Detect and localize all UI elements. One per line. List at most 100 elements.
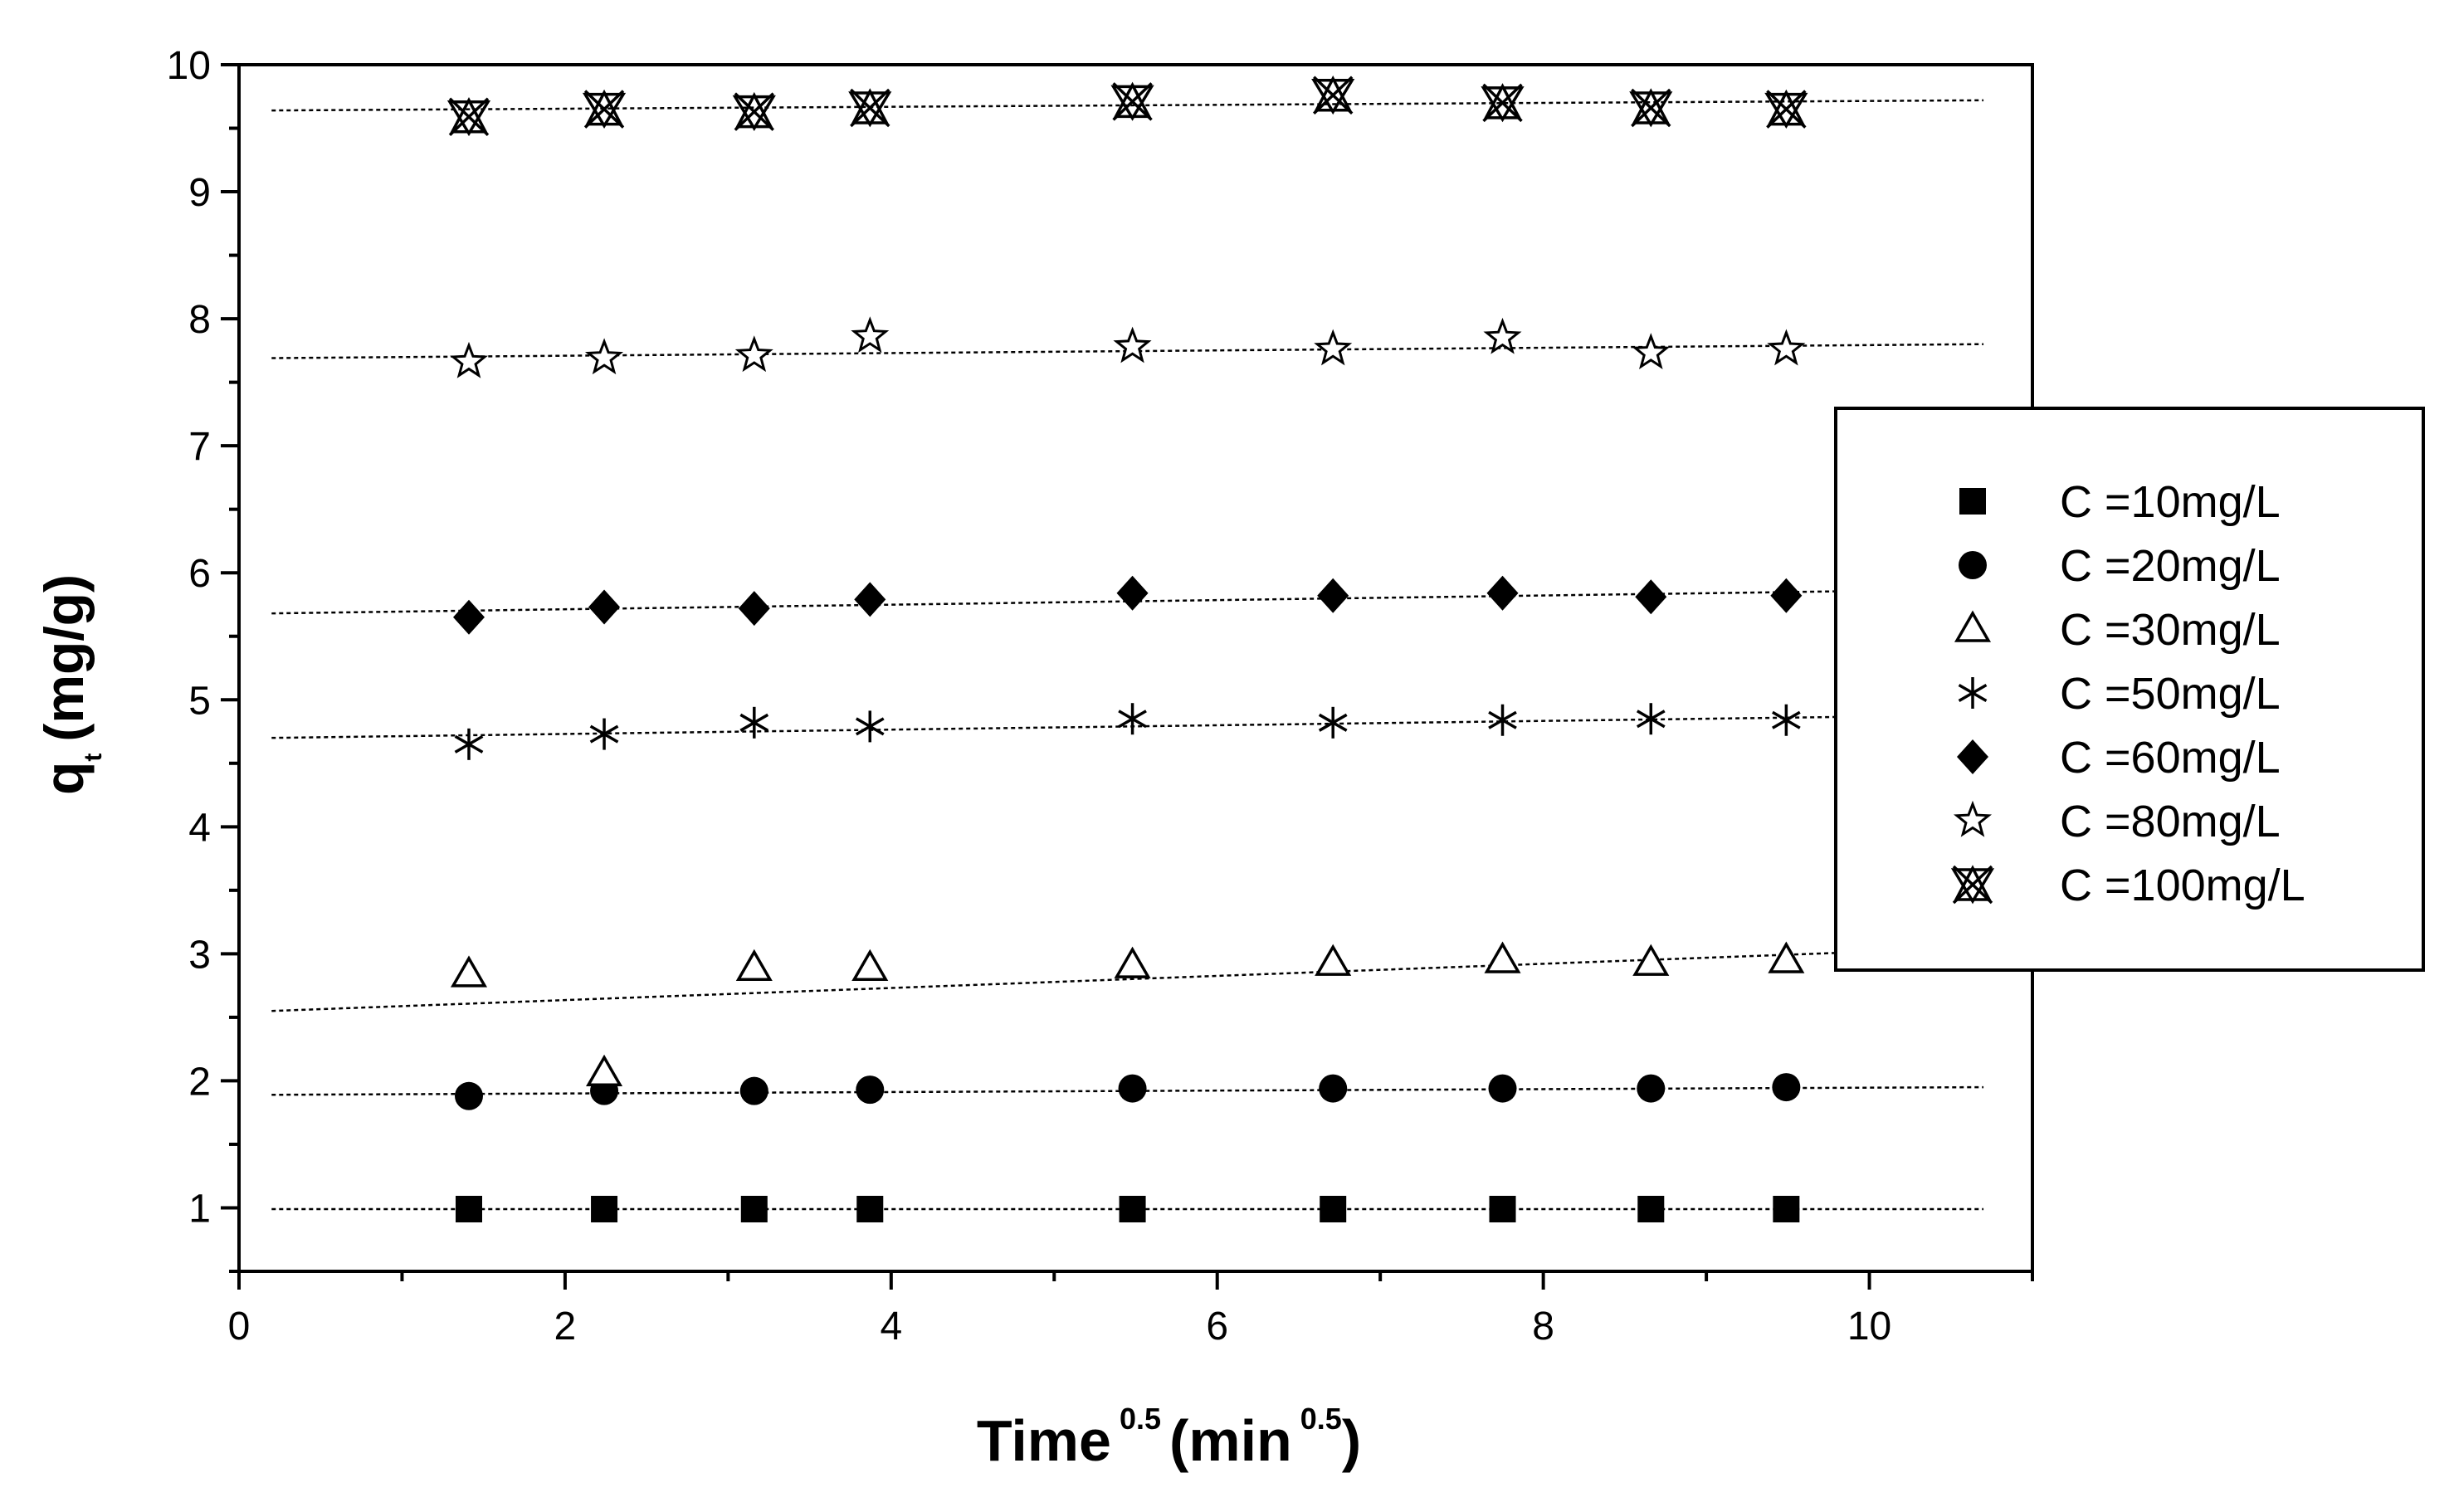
asterisk-stroke: [1488, 710, 1517, 729]
data-point: [456, 1196, 483, 1223]
x-tick-label: 6: [1206, 1305, 1228, 1349]
square-marker: [1773, 1196, 1800, 1223]
legend-label: C =100mg/L: [2060, 861, 2305, 910]
data-point: [1118, 703, 1147, 735]
triangle-marker: [1954, 610, 1992, 642]
legend-label: C =60mg/L: [2060, 733, 2281, 783]
diamond-marker: [1317, 578, 1349, 613]
x-axis-title-xlabel-close: ): [1342, 1408, 1361, 1473]
square-marker: [856, 1196, 884, 1223]
asterisk-stroke: [1772, 710, 1801, 729]
data-point: [446, 96, 491, 137]
data-point: [1311, 75, 1355, 115]
triangle-marker: [1114, 946, 1151, 978]
series-1: [271, 1196, 1984, 1223]
legend: C =10mg/L C =20mg/L C =30mg/L C =50mg/L C =6…: [1834, 407, 2425, 972]
data-point: [1635, 579, 1667, 615]
y-axis-title-text: qt (mg/g): [33, 574, 107, 795]
data-point: [854, 582, 886, 617]
data-point: [1767, 329, 1806, 366]
data-point: [1488, 1074, 1517, 1103]
circle-marker: [1319, 1074, 1348, 1103]
data-point: [1484, 941, 1521, 973]
legend-label: C =20mg/L: [2060, 541, 2281, 591]
star-marker: [584, 338, 624, 375]
triangle-up-marker: [585, 89, 623, 126]
circle-marker: [856, 1075, 885, 1105]
data-point: [1483, 317, 1522, 354]
square-marker: [591, 1196, 618, 1223]
cross-stroke: [1112, 82, 1153, 121]
asterisk-stroke: [454, 734, 484, 754]
cross-stroke: [1631, 88, 1671, 128]
series-3: [271, 941, 1984, 1086]
legend-label: C =10mg/L: [2060, 477, 2281, 527]
diamond-marker: [1635, 579, 1667, 615]
legend-marker: [1950, 865, 1995, 905]
diamond-marker: [453, 599, 485, 635]
fit-line: [271, 588, 1984, 615]
y-axis-title: qt (mg/g): [33, 574, 107, 795]
data-point: [1637, 1074, 1666, 1103]
star-marker: [449, 341, 489, 378]
triangle-up-marker: [734, 91, 773, 129]
circle-marker: [739, 1076, 768, 1105]
data-point: [1317, 578, 1349, 613]
y-tick-label: 9: [188, 171, 211, 215]
star-marker: [1767, 329, 1806, 366]
asterisk-stroke: [1958, 683, 1988, 703]
circle-marker: [1959, 551, 1987, 579]
x-tick-label: 2: [554, 1305, 577, 1349]
star-marker: [1953, 800, 1993, 837]
triangle-marker: [586, 1054, 623, 1086]
star-marker: [1632, 333, 1671, 370]
data-point: [1113, 326, 1152, 363]
data-point: [848, 88, 892, 128]
square-marker: [1489, 1196, 1516, 1223]
fit-line: [271, 343, 1984, 359]
data-point: [453, 599, 485, 635]
x-tick-label: 10: [1847, 1305, 1891, 1349]
y-tick-label: 5: [188, 679, 211, 723]
circle-marker: [1118, 1074, 1147, 1103]
cross-stroke: [1482, 83, 1523, 123]
data-point: [449, 341, 489, 378]
asterisk-stroke: [1118, 710, 1147, 729]
triangle-up-marker: [1632, 88, 1671, 124]
fit-line: [271, 99, 1984, 112]
square-marker: [1959, 488, 1986, 515]
data-point: [1768, 941, 1805, 973]
series-2: [271, 1073, 1984, 1110]
star-marker: [1113, 326, 1152, 363]
data-point: [740, 1196, 768, 1223]
y-axis-title-ylabel-main: q: [33, 762, 95, 795]
data-point: [735, 949, 773, 981]
legend-box: [1834, 407, 2425, 972]
data-point: [851, 949, 889, 981]
legend-label: C =80mg/L: [2060, 797, 2281, 846]
series-6: [271, 316, 1984, 378]
triangle-up-marker: [1767, 89, 1806, 126]
y-tick-label: 1: [188, 1187, 211, 1231]
asterisk-stroke: [1636, 710, 1666, 729]
circle-marker: [455, 1081, 484, 1110]
data-point: [454, 728, 484, 760]
cross-stroke: [734, 92, 775, 131]
y-tick-label: 3: [188, 933, 211, 977]
data-point: [1315, 944, 1352, 976]
triangle-marker: [735, 949, 773, 981]
square-marker: [1320, 1196, 1347, 1223]
data-point: [1770, 578, 1803, 613]
circle-marker: [1772, 1073, 1801, 1102]
data-point: [1488, 704, 1517, 736]
x-axis-title-xlabel-sup: 0.5: [1120, 1402, 1161, 1436]
data-point: [455, 1081, 484, 1110]
cross-stroke: [448, 97, 490, 137]
fit-line: [271, 714, 1984, 739]
data-point: [1772, 1073, 1801, 1102]
cross-stroke: [1313, 76, 1354, 115]
data-point: [1118, 1074, 1147, 1103]
y-tick-label: 4: [188, 806, 211, 850]
triangle-up-marker: [1314, 75, 1353, 112]
